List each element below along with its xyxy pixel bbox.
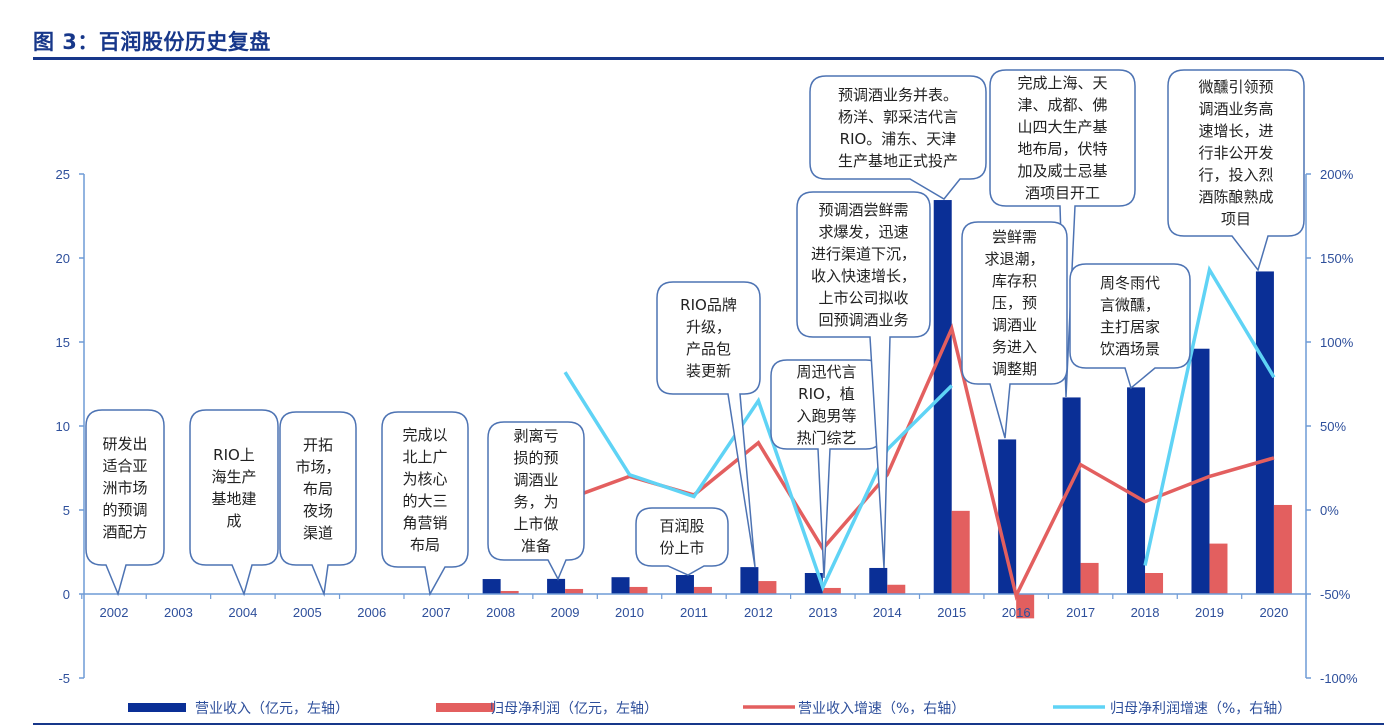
annotation-callout [279, 411, 357, 597]
annotation-text: 预调酒业务并表。 杨洋、郭采洁代言 RIO。浦东、天津 生产基地正式投产 [837, 85, 958, 170]
x-tick-label: 2019 [1195, 605, 1224, 620]
annotation-text: 百润股 份上市 [659, 517, 705, 557]
annotation-text: 完成以 北上广 为核心 的大三 角营销 布局 [402, 425, 448, 554]
annotation-text: 周迅代言 RIO，植 入跑男等 热门综艺 [796, 362, 857, 447]
annotation-text: 微醺引领预 调酒业务高 速增长，进 行非公开发 行，投入烈 酒陈酿熟成 项目 [1198, 78, 1274, 228]
left-tick-label: 20 [56, 251, 70, 266]
annotation-text: 完成上海、天 津、成都、佛 山四大生产基 地布局，伏特 加及威士忌基 酒项目开工 [1017, 74, 1108, 202]
annotation-text: 研发出 适合亚 洲市场 的预调 酒配方 [102, 434, 148, 541]
net-profit-bar [887, 584, 906, 594]
net-profit-bar [1016, 594, 1035, 619]
revenue-bar [740, 567, 759, 594]
annotation-text: RIO品牌 升级， 产品包 装更新 [680, 296, 737, 380]
net-profit-bar [951, 510, 970, 594]
x-tick-label: 2006 [357, 605, 386, 620]
annotation-text: 预调酒尝鲜需 求爆发，迅速 进行渠道下沉， 收入快速增长， 上市公司拟收 回预调… [810, 200, 916, 329]
x-tick-label: 2020 [1259, 605, 1288, 620]
x-tick-label: 2003 [164, 605, 193, 620]
right-tick-label: 100% [1320, 335, 1354, 350]
annotation-text: RIO上 海生产 基地建 成 [211, 445, 257, 530]
x-tick-label: 2009 [551, 605, 580, 620]
x-tick-label: 2010 [615, 605, 644, 620]
legend-label: 归母净利润增速（%，右轴） [1110, 701, 1292, 717]
annotation-callout [809, 75, 987, 200]
net-profit-bar [1273, 504, 1292, 594]
revenue-bar [1191, 348, 1210, 594]
revenue-bar [869, 567, 888, 594]
left-tick-label: 15 [56, 335, 70, 350]
figure-title: 图 3：百润股份历史复盘 [33, 30, 271, 54]
left-tick-label: 25 [56, 167, 70, 182]
x-tick-label: 2014 [873, 605, 902, 620]
left-tick-label: 0 [63, 587, 70, 602]
x-tick-label: 2012 [744, 605, 773, 620]
x-tick-label: 2007 [422, 605, 451, 620]
annotation-callout [487, 421, 585, 581]
x-tick-label: 2004 [228, 605, 257, 620]
annotation-callout [381, 411, 469, 597]
annotation-callout [1167, 69, 1305, 272]
annotation-callout [1069, 263, 1191, 390]
annotation-text: 尝鲜需 求退潮， 库存积 压，预 调酒业 务进入 调整期 [984, 228, 1045, 378]
revenue-bar [1062, 397, 1081, 594]
right-tick-label: 50% [1320, 419, 1346, 434]
bottom-divider [33, 723, 1384, 725]
revenue-bar [1127, 387, 1146, 594]
right-tick-label: 200% [1320, 167, 1354, 182]
annotation-text: 开拓 市场， 布局 夜场 渠道 [295, 435, 341, 542]
left-tick-label: 5 [63, 503, 70, 518]
net-profit-bar [1080, 562, 1099, 594]
x-tick-label: 2011 [680, 605, 708, 620]
annotation-callout [635, 507, 729, 576]
legend-label: 营业收入增速（%，右轴） [798, 701, 966, 717]
legend-swatch [436, 703, 494, 712]
annotation-callout [656, 281, 761, 568]
revenue-bar [998, 439, 1017, 594]
net-profit-bar [565, 588, 584, 594]
x-tick-label: 2017 [1066, 605, 1095, 620]
right-tick-label: 150% [1320, 251, 1354, 266]
net-profit-growth-line [1143, 265, 1276, 566]
annotation-callout [189, 409, 279, 597]
x-tick-label: 2015 [937, 605, 966, 620]
revenue-bar [611, 577, 630, 594]
revenue-bar [675, 575, 694, 594]
net-profit-bar [1209, 543, 1228, 594]
net-profit-bar [629, 586, 648, 594]
x-tick-label: 2016 [1002, 605, 1031, 620]
net-profit-bar [693, 586, 712, 594]
right-tick-label: -100% [1320, 671, 1358, 686]
legend-swatch [128, 703, 186, 712]
x-tick-label: 2018 [1131, 605, 1160, 620]
revenue-bar [482, 579, 501, 594]
revenue-bar [547, 578, 566, 594]
annotation-callout [796, 191, 931, 569]
net-profit-bar [758, 581, 777, 594]
right-tick-label: 0% [1320, 503, 1339, 518]
x-tick-label: 2008 [486, 605, 515, 620]
annotation-callout [85, 409, 165, 597]
x-tick-label: 2005 [293, 605, 322, 620]
legend-label: 营业收入（亿元，左轴） [195, 701, 349, 717]
left-tick-label: 10 [56, 419, 70, 434]
legend-label: 归母净利润（亿元，左轴） [490, 701, 658, 717]
revenue-bar [1255, 271, 1274, 594]
x-tick-label: 2013 [808, 605, 837, 620]
right-tick-label: -50% [1320, 587, 1351, 602]
left-tick-label: -5 [58, 671, 70, 686]
annotation-callout [961, 221, 1068, 439]
annotation-text: 周冬雨代 言微醺， 主打居家 饮酒场景 [1099, 274, 1160, 358]
net-profit-bar [1145, 573, 1164, 594]
annotation-text: 剥离亏 损的预 调酒业 务，为 上市做 准备 [513, 427, 559, 555]
x-tick-label: 2002 [100, 605, 129, 620]
net-profit-bar [822, 587, 841, 594]
title-divider [33, 57, 1384, 60]
net-profit-bar [500, 590, 519, 594]
